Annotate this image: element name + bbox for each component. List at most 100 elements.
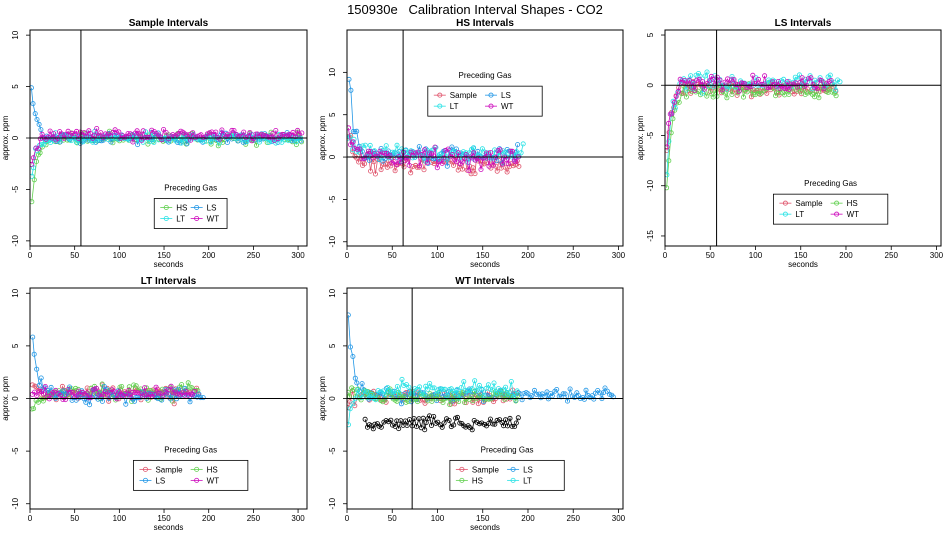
legend-swatch-point [194, 466, 200, 472]
data-point [502, 396, 508, 402]
data-point [378, 167, 384, 173]
y-axis-label: approx. ppm [1, 376, 10, 421]
data-point [392, 168, 398, 174]
x-axis-label: seconds [470, 523, 500, 532]
x-tick-label: 250 [567, 251, 581, 260]
data-point [148, 129, 154, 135]
data-point [413, 150, 419, 156]
data-point [376, 423, 382, 429]
panel-lt: LT Intervals 0 50 100 150 200 250 300 -10 -5 0 5 10 s… [1, 276, 308, 532]
data-point [165, 136, 171, 142]
data-point [440, 386, 446, 392]
data-point [408, 170, 414, 176]
data-point [431, 413, 437, 419]
data-point [394, 383, 400, 389]
data-point [756, 91, 762, 97]
data-point [534, 391, 540, 397]
data-point [741, 94, 747, 100]
data-point [247, 129, 253, 135]
data-point [747, 84, 753, 90]
data-point [267, 134, 273, 140]
data-point [372, 171, 378, 177]
data-point [805, 90, 811, 96]
y-tick-label: -15 [646, 230, 655, 242]
legend-swatch-point [163, 204, 169, 210]
legend: Preceding Gas Sample LS HS LT [449, 445, 565, 491]
data-point [130, 389, 136, 395]
data-point [714, 74, 720, 80]
data-point [372, 421, 378, 427]
data-point [420, 415, 426, 421]
data-point [392, 423, 398, 429]
x-tick-label: 300 [930, 251, 944, 260]
legend-label-lt: LT [176, 214, 185, 223]
panel-title: LT Intervals [141, 276, 197, 287]
data-point [827, 86, 833, 92]
data-point [374, 421, 380, 427]
data-point [191, 388, 197, 394]
y-tick-label: -5 [11, 447, 20, 455]
data-point [195, 387, 201, 393]
series-group [30, 334, 206, 412]
data-point [425, 386, 431, 392]
data-point [827, 72, 833, 78]
data-point [684, 81, 690, 87]
data-point [791, 91, 797, 97]
data-point [368, 391, 374, 397]
data-point [367, 142, 373, 148]
data-point [256, 139, 262, 145]
y-tick-label: -10 [328, 235, 337, 247]
data-point [449, 390, 455, 396]
series-line-sample [666, 80, 837, 151]
legend-swatch-point [510, 477, 516, 483]
data-point [350, 401, 356, 407]
data-point [833, 87, 839, 93]
data-point [805, 79, 811, 85]
y-axis-label: approx. ppm [1, 115, 10, 160]
data-point [405, 398, 411, 404]
data-point [137, 390, 143, 396]
data-point [428, 422, 434, 428]
data-point [762, 73, 768, 79]
data-point [421, 167, 427, 173]
data-point [489, 387, 495, 393]
data-point [683, 94, 689, 100]
x-tick-label: 100 [749, 251, 763, 260]
legend-box [133, 459, 249, 491]
data-point [396, 390, 402, 396]
data-point [471, 145, 477, 151]
data-point [719, 87, 725, 93]
x-tick-label: 250 [247, 251, 261, 260]
data-point [486, 396, 492, 402]
x-tick-label: 50 [388, 251, 397, 260]
data-point [53, 387, 59, 393]
data-point [30, 161, 35, 167]
data-point [389, 149, 395, 155]
series-group [665, 69, 843, 191]
data-point [439, 424, 445, 430]
data-point [476, 421, 482, 427]
data-point [362, 416, 368, 422]
data-point [508, 148, 514, 154]
data-point [402, 418, 408, 424]
data-point [700, 79, 706, 85]
y-tick-label: -5 [328, 447, 337, 455]
data-point [758, 81, 764, 87]
legend-label-sample: Sample [472, 465, 500, 474]
data-point [504, 169, 510, 175]
data-point [36, 382, 42, 388]
data-point [422, 394, 428, 400]
x-tick-label: 300 [612, 514, 626, 523]
data-point [805, 76, 811, 82]
data-point [350, 139, 356, 145]
data-point [368, 149, 374, 155]
y-axis-label: approx. ppm [318, 376, 327, 421]
data-point [704, 93, 710, 99]
data-point [491, 380, 497, 386]
legend-swatch-point [142, 477, 148, 483]
data-point [452, 390, 458, 396]
data-point [270, 130, 276, 136]
data-point [360, 143, 366, 149]
legend-label-wt: WT [207, 214, 220, 223]
data-point [799, 75, 805, 81]
